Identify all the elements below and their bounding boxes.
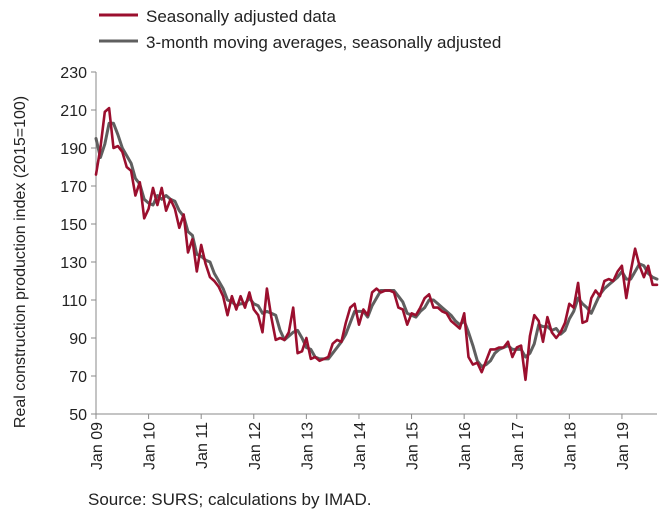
x-tick-label: Jan 15 — [405, 422, 422, 470]
plot-area — [94, 106, 659, 382]
y-tick-label: 110 — [61, 293, 87, 310]
y-tick-label: 150 — [60, 217, 87, 234]
x-tick-label: Jan 19 — [615, 422, 632, 470]
y-axis: 50 70 90 110 130 150 170 190 210 230 — [60, 65, 97, 424]
x-tick-label: Jan 18 — [562, 422, 579, 470]
y-tick-label: 90 — [69, 331, 87, 348]
series-line-seasonally-adjusted — [94, 106, 659, 382]
x-tick-label: Jan 17 — [510, 422, 527, 470]
x-tick-label: Jan 14 — [352, 422, 369, 470]
legend-label-seasonally-adjusted: Seasonally adjusted data — [146, 7, 337, 26]
x-tick-label: Jan 09 — [89, 422, 106, 470]
x-tick-label: Jan 16 — [457, 422, 474, 470]
legend: Seasonally adjusted data 3-month moving … — [99, 7, 501, 52]
y-tick-label: 70 — [69, 369, 87, 386]
y-tick-label: 50 — [69, 407, 87, 424]
x-axis: Jan 09 Jan 10 Jan 11 Jan 12 Jan 13 Jan 14 Jan … — [89, 413, 657, 470]
x-tick-label: Jan 12 — [247, 422, 264, 470]
source-note: Source: SURS; calculations by IMAD. — [88, 490, 372, 509]
x-tick-label: Jan 10 — [142, 422, 159, 470]
y-tick-label: 130 — [60, 255, 87, 272]
x-tick-label: Jan 13 — [299, 422, 316, 470]
y-tick-label: 230 — [60, 65, 87, 82]
x-tick-label: Jan 11 — [194, 422, 211, 469]
y-tick-label: 190 — [60, 141, 87, 158]
y-axis-label: Real construction production index (2015… — [12, 96, 29, 428]
legend-label-moving-average: 3-month moving averages, seasonally adju… — [146, 33, 501, 52]
y-tick-label: 210 — [60, 103, 87, 120]
series-line-moving-average — [94, 121, 659, 368]
y-tick-label: 170 — [60, 179, 87, 196]
